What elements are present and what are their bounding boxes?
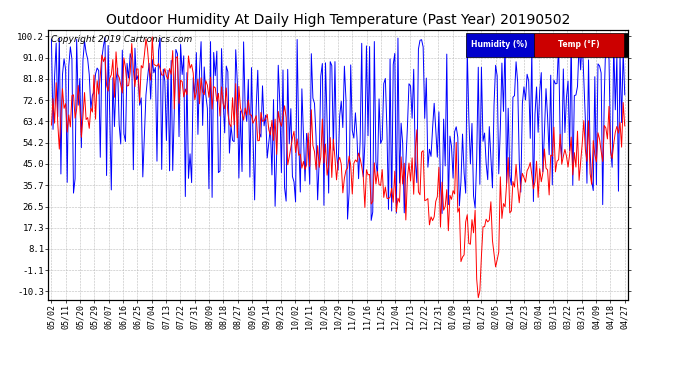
Text: Outdoor Humidity At Daily High Temperature (Past Year) 20190502: Outdoor Humidity At Daily High Temperatu… xyxy=(106,13,571,27)
FancyBboxPatch shape xyxy=(535,34,624,56)
FancyBboxPatch shape xyxy=(466,33,628,57)
Text: Humidity (%): Humidity (%) xyxy=(471,40,528,50)
FancyBboxPatch shape xyxy=(466,34,533,56)
Text: Temp (°F): Temp (°F) xyxy=(558,40,600,50)
Text: Copyright 2019 Cartronics.com: Copyright 2019 Cartronics.com xyxy=(51,35,193,44)
